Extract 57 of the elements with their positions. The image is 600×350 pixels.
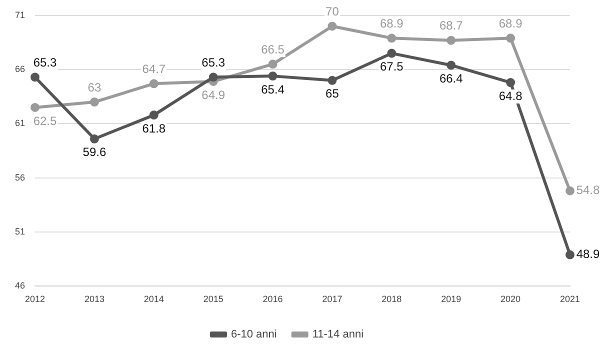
point <box>387 48 396 58</box>
data-label: 68.9 <box>380 16 404 30</box>
data-label: 48.9 <box>576 247 600 262</box>
x-tick-label: 2016 <box>262 294 283 304</box>
data-label: 63 <box>88 80 102 94</box>
y-tick-label: 51 <box>14 226 26 237</box>
data-label: 65.3 <box>202 55 226 70</box>
legend-label: 11-14 anni <box>312 328 364 341</box>
point <box>149 110 158 120</box>
x-tick-label: 2021 <box>560 294 580 304</box>
x-tick-label: 2017 <box>322 294 342 304</box>
data-label: 65.4 <box>261 82 285 96</box>
x-tick-label: 2020 <box>500 294 521 304</box>
data-label: 65 <box>326 86 340 101</box>
data-label: 64.8 <box>498 88 523 103</box>
point <box>387 34 396 43</box>
x-tick-label: 2013 <box>84 294 104 304</box>
data-label: 68.7 <box>439 18 464 33</box>
point <box>268 72 278 81</box>
x-tick-label: 2014 <box>144 294 164 304</box>
data-label: 65.3 <box>33 55 58 70</box>
point <box>328 22 337 31</box>
point <box>328 76 337 85</box>
point <box>268 60 278 69</box>
y-tick-label: 61 <box>14 118 26 128</box>
point <box>90 98 99 107</box>
data-label: 66.4 <box>439 72 464 86</box>
y-tick-label: 56 <box>14 172 26 182</box>
data-label: 68.9 <box>498 16 523 30</box>
data-label: 59.6 <box>82 145 106 160</box>
data-label: 54.8 <box>576 183 600 198</box>
point <box>566 186 574 196</box>
point <box>446 36 456 45</box>
data-label: 61.8 <box>142 121 166 136</box>
data-label: 67.5 <box>380 60 404 74</box>
x-tick-label: 2015 <box>203 294 224 304</box>
y-tick-label: 66 <box>14 64 26 74</box>
point <box>30 72 40 82</box>
x-tick-label: 2019 <box>441 294 462 304</box>
data-label: 62.5 <box>33 114 58 128</box>
data-label: 64.9 <box>202 88 226 102</box>
point <box>566 250 574 260</box>
data-label: 64.7 <box>142 62 166 76</box>
point <box>30 102 40 112</box>
x-tick-label: 2012 <box>24 294 46 304</box>
point <box>149 79 158 88</box>
data-label: 70 <box>326 4 340 19</box>
point <box>506 34 516 43</box>
point <box>506 78 516 88</box>
data-label: 66.5 <box>261 42 285 56</box>
point <box>208 72 218 82</box>
legend-label: 6-10 anni <box>230 328 277 341</box>
y-tick-label: 71 <box>14 10 26 20</box>
point <box>446 60 456 70</box>
x-tick-label: 2018 <box>382 294 402 304</box>
point <box>90 134 99 144</box>
y-tick-label: 46 <box>14 280 26 291</box>
